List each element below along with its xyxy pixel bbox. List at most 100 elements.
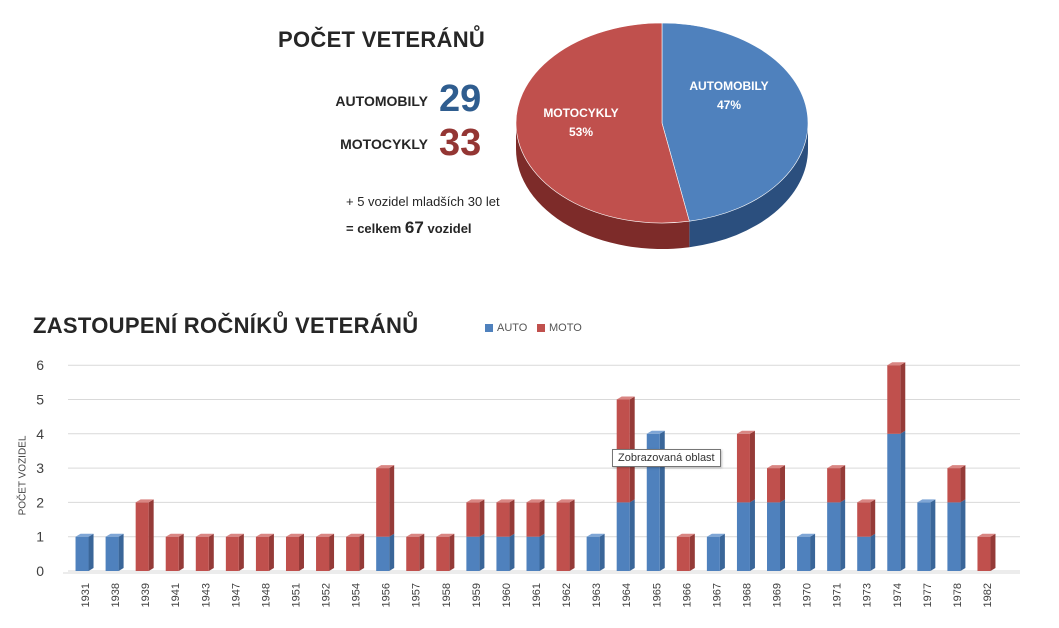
bar-auto-1956 xyxy=(376,536,390,571)
bar-auto-1971 xyxy=(827,502,841,571)
x-tick-label: 1960 xyxy=(501,583,513,607)
bar-moto-1943-top xyxy=(195,533,214,537)
bar-auto-1960 xyxy=(496,536,510,571)
bar-moto-1982 xyxy=(977,536,991,571)
bar-auto-1977-side xyxy=(930,499,936,571)
auto-label: AUTOMOBILY xyxy=(335,93,428,109)
x-tick-label: 1951 xyxy=(290,583,302,607)
bar-moto-1960-top xyxy=(496,499,515,503)
bar-moto-1982-side xyxy=(990,533,996,571)
pie-label-moto-name: MOTOCYKLY xyxy=(543,106,618,120)
bar-moto-1982-top xyxy=(977,533,996,537)
legend-label-moto: MOTO xyxy=(549,322,582,334)
x-tick-label: 1952 xyxy=(321,583,333,607)
x-tick-label: 1931 xyxy=(80,583,92,607)
bar-auto-1931-side xyxy=(88,533,94,571)
bar-moto-1947-top xyxy=(225,533,244,537)
bar-auto-1938 xyxy=(105,536,119,571)
bar-moto-1978-side xyxy=(960,465,966,503)
moto-label: MOTOCYKLY xyxy=(340,136,428,152)
bar-moto-1962 xyxy=(556,502,570,571)
pie-label-auto-pct: 47% xyxy=(717,98,741,112)
bar-moto-1978 xyxy=(947,468,961,503)
pie-label-auto-name: AUTOMOBILY xyxy=(689,79,768,93)
bar-moto-1952-top xyxy=(316,533,335,537)
bar-auto-1960-side xyxy=(509,533,515,571)
bar-auto-1965 xyxy=(646,433,660,571)
x-tick-label: 1954 xyxy=(351,583,363,607)
bar-auto-1978 xyxy=(947,502,961,571)
bar-auto-1963-side xyxy=(599,533,605,571)
bar-auto-1931 xyxy=(75,536,89,571)
bar-moto-1966 xyxy=(676,536,690,571)
pie-slice-auto xyxy=(661,22,809,222)
bar-moto-1969-top xyxy=(767,465,786,469)
bar-chart: 0 1 2 3 4 5 6 1931 1938 1939 1941 1943 1947 1948 1951… xyxy=(36,357,1020,607)
x-tick-label: 1961 xyxy=(531,583,543,607)
legend-moto: MOTO xyxy=(537,322,582,334)
legend-label-auto: AUTO xyxy=(497,322,528,334)
pie-side-auto xyxy=(689,123,808,248)
bar-moto-1978-top xyxy=(947,465,966,469)
pie-chart: AUTOMOBILY 47% MOTOCYKLY 53% xyxy=(515,22,809,249)
bar-moto-1971-side xyxy=(840,465,846,503)
bar-auto-1959 xyxy=(466,536,480,571)
bar-moto-1941 xyxy=(165,536,179,571)
note-younger: + 5 vozidel mladších 30 let xyxy=(346,194,500,209)
bar-auto-1970-side xyxy=(810,533,816,571)
bar-moto-1959-side xyxy=(479,499,485,537)
bar-moto-1957-top xyxy=(406,533,425,537)
bar-moto-1964-top xyxy=(616,396,635,400)
bar-moto-1973-side xyxy=(870,499,876,537)
x-tick-label: 1943 xyxy=(200,583,212,607)
x-tick-label: 1974 xyxy=(892,583,904,607)
bar-moto-1951-top xyxy=(285,533,304,537)
bar-moto-1960 xyxy=(496,502,510,537)
bar-moto-1957-side xyxy=(419,533,425,571)
bar-auto-1938-top xyxy=(105,533,124,537)
x-tick-label: 1971 xyxy=(832,583,844,607)
note-total-number: 67 xyxy=(404,218,424,237)
y-tick-label: 5 xyxy=(36,392,44,408)
bar-moto-1956-side xyxy=(389,465,395,537)
x-tick-label: 1970 xyxy=(802,583,814,607)
bar-moto-1973 xyxy=(857,502,871,537)
bar-auto-1931-top xyxy=(75,533,94,537)
bar-auto-1963-top xyxy=(586,533,605,537)
bar-moto-1954 xyxy=(346,536,360,571)
pie-slice-moto xyxy=(515,22,690,224)
auto-count: 29 xyxy=(439,78,482,120)
bar-moto-1954-top xyxy=(346,533,365,537)
bar-moto-1971-top xyxy=(827,465,846,469)
bar-auto-1977-top xyxy=(917,499,936,503)
x-tick-label: 1957 xyxy=(411,583,423,607)
bar-auto-1961-side xyxy=(539,533,545,571)
bar-moto-1941-top xyxy=(165,533,184,537)
bar-moto-1939-top xyxy=(135,499,154,503)
bar-auto-1964-side xyxy=(629,499,635,571)
bar-moto-1974 xyxy=(887,365,901,434)
bar-moto-1962-side xyxy=(569,499,575,571)
bar-moto-1960-side xyxy=(509,499,515,537)
bar-moto-1969-side xyxy=(780,465,786,503)
bar-auto-1973 xyxy=(857,536,871,571)
bar-moto-1973-top xyxy=(857,499,876,503)
bar-moto-1966-top xyxy=(676,533,695,537)
bar-moto-1947-side xyxy=(238,533,244,571)
bar-auto-1967 xyxy=(706,536,720,571)
bar-auto-1969-side xyxy=(780,499,786,571)
bar-auto-1977 xyxy=(917,502,931,571)
bar-moto-1939-side xyxy=(148,499,154,571)
x-tick-label: 1969 xyxy=(772,583,784,607)
x-tick-label: 1958 xyxy=(441,583,453,607)
bar-moto-1956 xyxy=(376,468,390,537)
bar-auto-1964 xyxy=(616,502,630,571)
bar-auto-1961 xyxy=(526,536,540,571)
bar-moto-1961 xyxy=(526,502,540,537)
bar-auto-1973-side xyxy=(870,533,876,571)
x-tick-label: 1982 xyxy=(982,583,994,607)
tooltip: Zobrazovaná oblast xyxy=(612,449,721,467)
bar-auto-1968 xyxy=(736,502,750,571)
bar-moto-1961-top xyxy=(526,499,545,503)
bar-moto-1954-side xyxy=(359,533,365,571)
